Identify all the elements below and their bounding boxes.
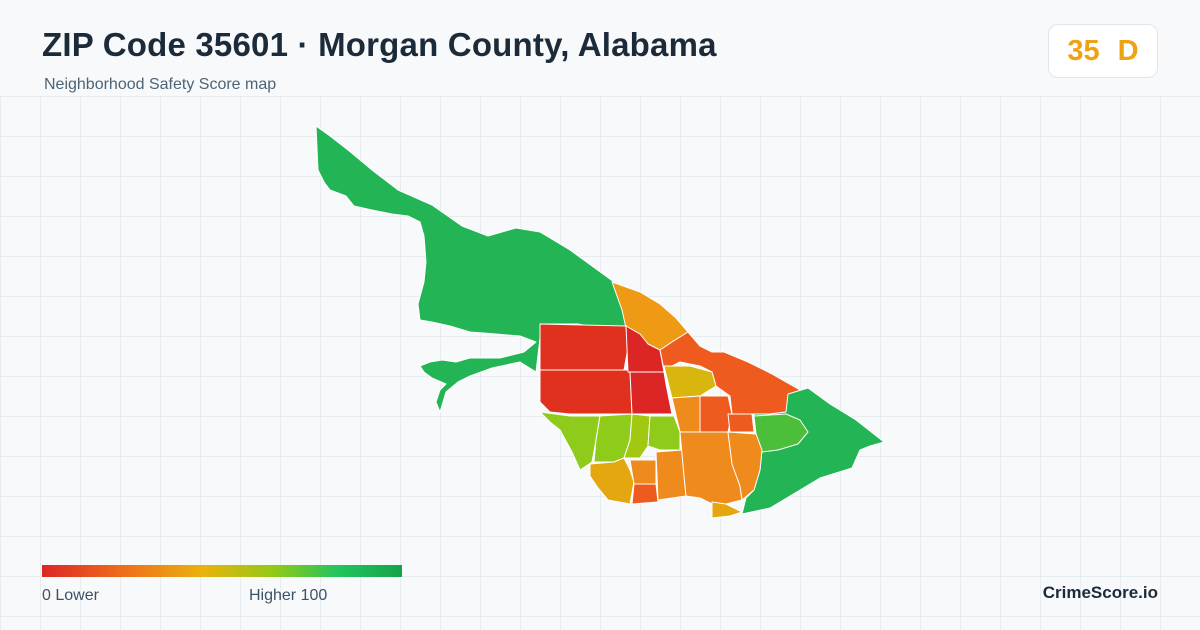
page-header: ZIP Code 35601 · Morgan County, Alabama … — [0, 0, 1200, 96]
brand-name: CrimeScore.io — [1042, 583, 1158, 602]
page-title: ZIP Code 35601 · Morgan County, Alabama — [42, 26, 717, 63]
neighborhood-region[interactable] — [663, 365, 717, 399]
neighborhood-region[interactable] — [647, 415, 681, 451]
neighborhood-region[interactable] — [631, 483, 659, 505]
page-subtitle: Neighborhood Safety Score map — [44, 76, 277, 93]
score-grade: D — [1117, 34, 1139, 67]
neighborhood-region[interactable] — [539, 411, 601, 471]
neighborhood-region[interactable] — [699, 395, 733, 433]
legend-high-label: Higher 100 — [249, 587, 328, 604]
neighborhood-region[interactable] — [629, 371, 673, 415]
safety-score-badge: 35 D — [1048, 24, 1158, 78]
neighborhood-region[interactable] — [727, 413, 755, 433]
legend-labels: 0 Lower Higher 100 — [42, 587, 402, 607]
neighborhood-region[interactable] — [629, 459, 657, 485]
neighborhood-region[interactable] — [655, 449, 687, 501]
neighborhood-region[interactable] — [711, 501, 743, 519]
legend-low-label: 0 Lower — [42, 587, 99, 604]
neighborhood-region[interactable] — [315, 125, 631, 413]
neighborhood-region[interactable] — [539, 323, 629, 371]
score-value: 35 — [1067, 34, 1100, 67]
neighborhood-region[interactable] — [727, 431, 763, 501]
neighborhood-region[interactable] — [539, 369, 633, 415]
legend-color-bar — [42, 565, 402, 577]
neighborhood-region[interactable] — [589, 457, 635, 505]
